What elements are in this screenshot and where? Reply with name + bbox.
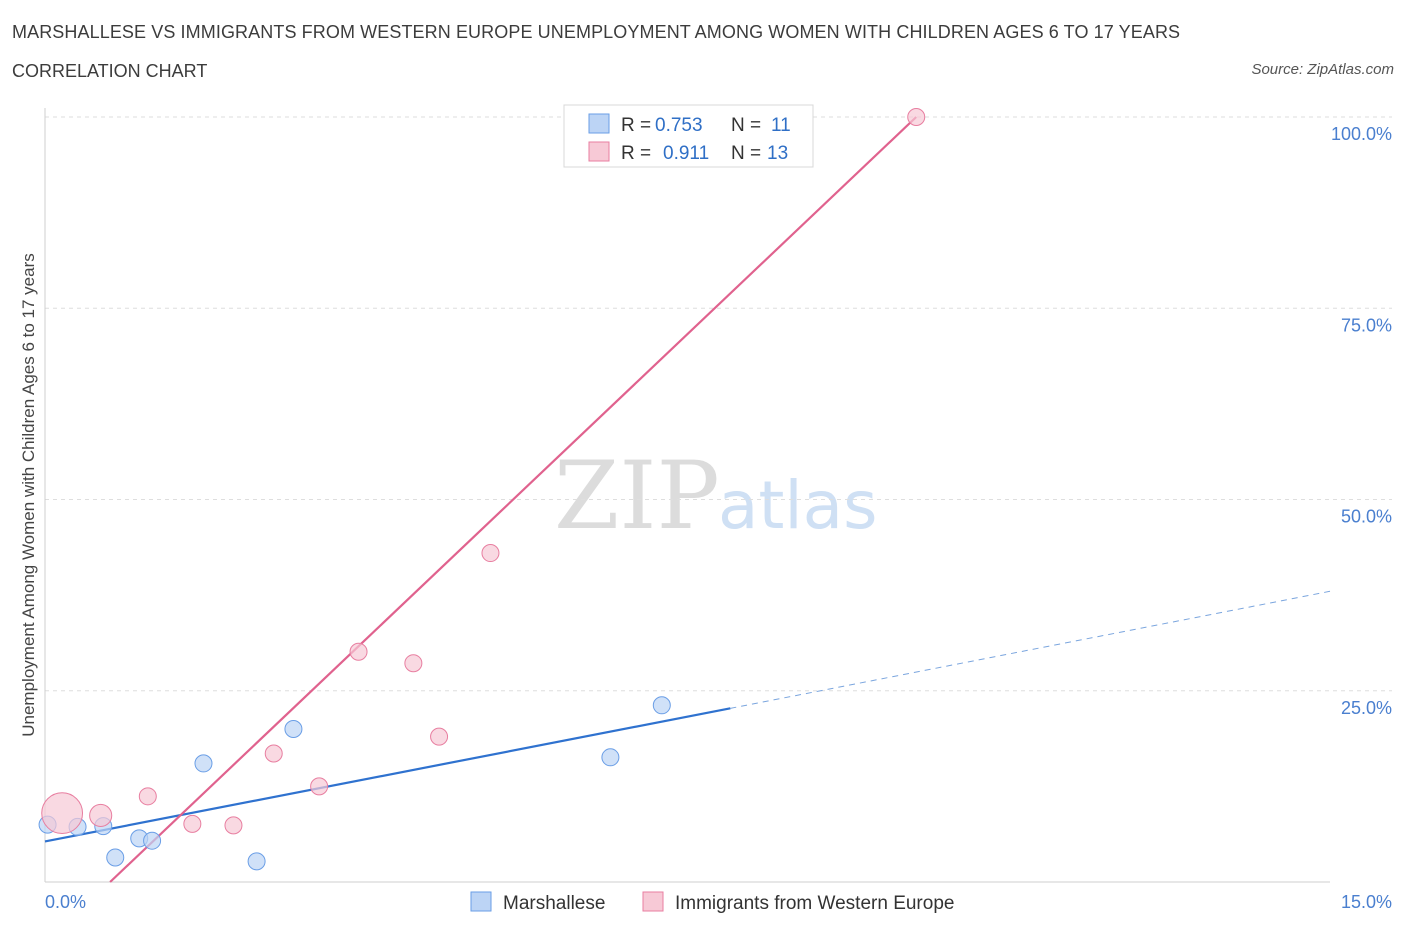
data-point-immigrants [430,727,449,746]
legend-label-marshallese: Marshallese [503,893,605,914]
data-point-marshallese [652,696,671,715]
y-tick-label: 50.0% [1341,507,1392,527]
data-point-marshallese [601,748,620,767]
legend-r-value-marshallese: 0.753 [655,115,703,136]
legend-r-label-marshallese: R = [621,115,651,136]
data-point-immigrants [481,544,500,563]
y-tick-label: 25.0% [1341,698,1392,718]
y-tick-label: 75.0% [1341,315,1392,335]
legend-n-value-immigrants: 13 [767,143,788,164]
x-tick-label: 15.0% [1341,892,1392,912]
series-legend: Marshallese Immigrants from Western Euro… [470,891,954,914]
x-tick-labels: 0.0% 15.0% [45,892,1392,912]
legend-n-value-marshallese: 11 [771,115,791,136]
legend-swatch-marshallese [588,113,610,134]
source-label: Source: ZipAtlas.com [1251,61,1394,78]
stats-legend: R = 0.753 N = 11 R = 0.911 N = 13 [563,104,814,168]
data-point-immigrants [264,744,283,763]
watermark-zip: ZIP [554,442,720,551]
data-point-immigrants [183,814,202,833]
trend-line-marshallese [44,707,731,843]
data-point-immigrants [310,777,329,796]
data-point-marshallese [247,852,266,871]
trend-line-extension [730,590,1331,709]
watermark-atlas: atlas [718,467,878,544]
y-axis-label: Unemployment Among Women with Children A… [19,253,38,737]
legend-swatch-marshallese-bottom [470,891,492,912]
data-point-immigrants [138,787,157,806]
legend-n-label-immigrants: N = [731,143,761,164]
data-point-immigrants [89,803,113,827]
legend-label-immigrants: Immigrants from Western Europe [675,893,954,914]
data-point-marshallese [284,720,303,738]
data-point-immigrants [404,654,423,673]
legend-r-label-immigrants: R = [621,143,651,164]
legend-n-label-marshallese: N = [731,115,761,136]
y-tick-label: 100.0% [1331,124,1392,144]
axes [44,108,1330,883]
data-point-marshallese [194,754,213,773]
legend-swatch-immigrants-bottom [642,891,664,912]
legend-swatch-immigrants [588,141,610,162]
trend-lines [44,116,1331,883]
data-point-immigrants [349,642,368,661]
legend-r-value-immigrants: 0.911 [663,143,709,164]
data-point-marshallese [143,831,162,850]
data-point-marshallese [106,848,125,867]
gridlines [45,116,1392,692]
chart-title: MARSHALLESE VS IMMIGRANTS FROM WESTERN E… [12,22,1181,42]
data-point-immigrants [907,108,926,126]
x-tick-label: 0.0% [45,892,86,912]
trend-line-immigrants [109,116,917,883]
chart-subtitle: CORRELATION CHART [12,61,208,81]
y-tick-labels: 25.0% 50.0% 75.0% 100.0% [1331,124,1392,718]
data-point-immigrants [41,792,84,835]
data-point-immigrants [224,816,243,835]
